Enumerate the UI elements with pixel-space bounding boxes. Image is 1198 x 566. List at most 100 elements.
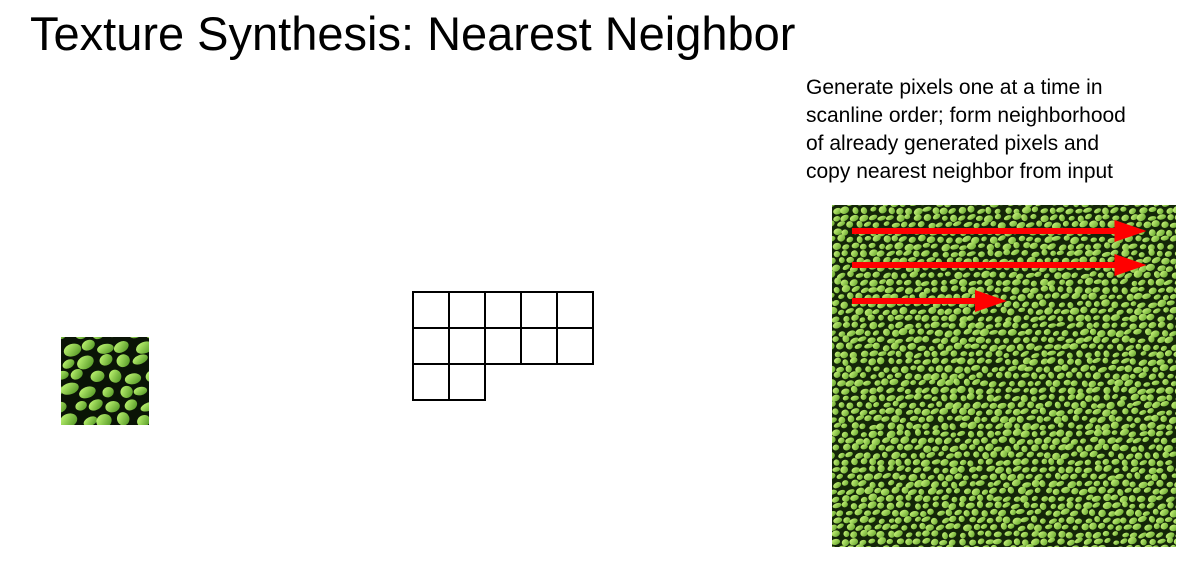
texture-scale: [1059, 279, 1066, 285]
texture-scale: [1138, 322, 1148, 329]
texture-scale: [1049, 431, 1057, 437]
texture-scale: [928, 272, 935, 279]
texture-scale: [908, 236, 916, 243]
texture-scale: [1128, 386, 1138, 394]
texture-scale: [841, 250, 848, 257]
texture-scale: [886, 538, 893, 545]
texture-scale: [836, 366, 845, 373]
texture-scale: [1142, 511, 1150, 516]
texture-scale: [855, 415, 865, 421]
texture-scale: [1040, 518, 1046, 524]
texture-scale: [959, 495, 967, 503]
texture-scale: [935, 365, 944, 373]
texture-scale: [841, 388, 850, 395]
texture-scale: [1102, 287, 1110, 295]
texture-scale: [1104, 538, 1111, 543]
texture-scale: [1026, 256, 1036, 264]
texture-scale: [124, 373, 142, 385]
texture-scale: [837, 380, 846, 387]
texture-scale: [1003, 215, 1012, 221]
texture-scale: [914, 314, 922, 321]
texture-scale: [1126, 472, 1133, 479]
texture-scale: [832, 293, 835, 299]
texture-scale: [1092, 502, 1101, 508]
texture-scale: [1107, 475, 1117, 481]
texture-scale: [841, 229, 849, 236]
texture-scale: [980, 328, 989, 337]
texture-scale: [1137, 302, 1146, 309]
texture-scale: [1148, 229, 1156, 237]
texture-scale: [885, 215, 894, 221]
texture-scale: [975, 388, 984, 395]
texture-scale: [935, 524, 945, 531]
texture-scale: [1110, 421, 1119, 429]
texture-scale: [1156, 351, 1164, 359]
texture-scale: [1110, 479, 1120, 487]
texture-scale: [1085, 518, 1093, 524]
texture-scale: [1169, 365, 1176, 372]
texture-scale: [1025, 205, 1034, 208]
texture-scale: [1070, 545, 1080, 547]
texture-scale: [1020, 517, 1029, 523]
texture-scale: [1165, 430, 1173, 436]
texture-scale: [849, 357, 858, 364]
texture-scale: [993, 496, 1003, 502]
texture-scale: [1123, 328, 1132, 335]
texture-scale: [892, 509, 899, 517]
texture-scale: [908, 474, 918, 482]
texture-scale: [1025, 272, 1035, 278]
texture-scale: [1093, 301, 1100, 307]
texture-scale: [917, 365, 925, 372]
texture-scale: [1173, 350, 1176, 357]
texture-scale: [1022, 539, 1029, 546]
texture-scale: [1000, 306, 1007, 314]
texture-scale: [846, 236, 854, 243]
texture-scale: [864, 235, 872, 241]
texture-scale: [917, 221, 925, 228]
texture-scale: [1066, 501, 1074, 509]
texture-scale: [1171, 401, 1176, 409]
texture-scale: [855, 366, 862, 373]
texture-scale: [914, 286, 923, 293]
texture-scale: [1029, 387, 1038, 395]
texture-scale: [109, 369, 122, 383]
texture-scale: [886, 374, 894, 380]
texture-scale: [941, 494, 949, 501]
texture-scale: [81, 339, 95, 351]
texture-scale: [896, 482, 903, 488]
texture-scale: [1021, 445, 1028, 453]
texture-scale: [891, 309, 898, 316]
texture-scale: [896, 423, 905, 432]
texture-scale: [1007, 308, 1015, 316]
texture-scale: [77, 355, 94, 370]
texture-scale: [877, 430, 884, 437]
texture-scale: [919, 452, 926, 459]
texture-scale: [968, 374, 976, 381]
texture-scale: [968, 495, 976, 502]
texture-scale: [1145, 388, 1156, 394]
texture-scale: [1088, 343, 1097, 349]
texture-scale: [1060, 508, 1070, 515]
texture-scale: [1108, 414, 1116, 422]
texture-scale: [959, 337, 968, 345]
texture-scale: [1101, 336, 1110, 343]
texture-scale: [869, 279, 878, 287]
texture-scale: [959, 407, 967, 415]
texture-scale: [957, 465, 965, 473]
texture-scale: [62, 359, 75, 369]
texture-scale: [61, 413, 78, 425]
texture-scale: [1038, 531, 1047, 539]
caption-line: of already generated pixels and: [806, 132, 1100, 155]
texture-scale: [1148, 335, 1155, 343]
texture-scale: [1065, 279, 1074, 287]
texture-scale: [1112, 385, 1120, 393]
texture-scale: [921, 281, 930, 287]
texture-scale: [904, 429, 911, 437]
texture-scale: [941, 445, 949, 452]
texture-scale: [941, 481, 949, 488]
texture-scale: [1126, 308, 1134, 314]
texture-scale: [845, 451, 853, 458]
texture-scale: [980, 524, 988, 529]
texture-scale: [1061, 343, 1071, 350]
texture-scale: [858, 503, 867, 509]
